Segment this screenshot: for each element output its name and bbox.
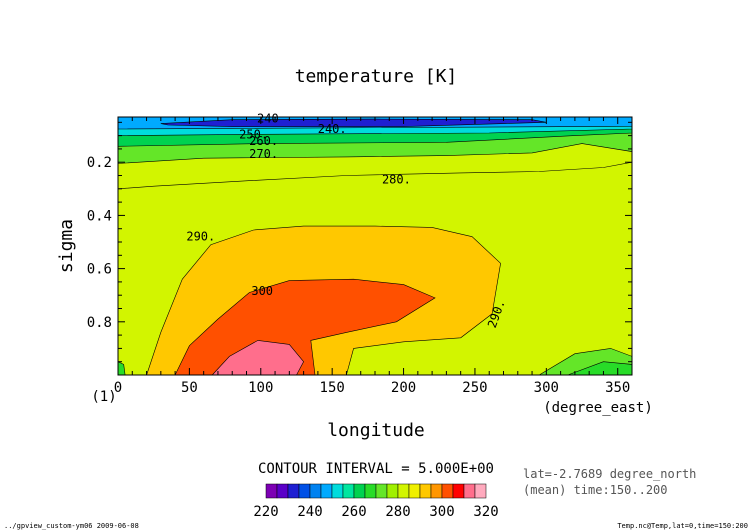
contour-regions: [117, 116, 633, 376]
footer-right: Temp.nc@Temp,lat=0,time=150:200: [617, 522, 748, 530]
colorbar-swatch: [276, 483, 289, 499]
colorbar-swatch: [331, 483, 344, 499]
colorbar-swatch: [353, 483, 366, 499]
colorbar-swatch: [474, 483, 487, 499]
info-latitude: lat=-2.7689 degree_north: [523, 467, 696, 481]
x-tick-label: 50: [181, 380, 198, 396]
colorbar-swatch: [320, 483, 333, 499]
y-tick-label: 0.8: [87, 315, 112, 331]
info-time-mean: (mean) time:150..200: [523, 483, 668, 497]
contour-label: 300: [251, 284, 273, 298]
y-axis-ticks: 0.2 0.4 0.6 0.8: [87, 121, 632, 376]
colorbar-swatch: [419, 483, 432, 499]
colorbar-swatch: [463, 483, 476, 499]
colorbar-swatch: [386, 483, 399, 499]
colorbar-swatch: [441, 483, 454, 499]
colorbar-swatch: [364, 483, 377, 499]
x-tick-label: 200: [391, 380, 416, 396]
colorbar-swatch: [375, 483, 388, 499]
x-tick-label: 100: [248, 380, 273, 396]
x-tick-label: 250: [462, 380, 487, 396]
colorbar-swatch: [265, 483, 278, 499]
colorbar-label: 220: [253, 504, 278, 520]
contour-label: 260.: [249, 134, 278, 148]
colorbar-swatch: [287, 483, 300, 499]
colorbar-swatch: [298, 483, 311, 499]
x-axis-label: longitude: [327, 420, 425, 441]
colorbar-label: 300: [429, 504, 454, 520]
contour-label: 240.: [318, 122, 347, 136]
footer-left: ../gpview_custom-ym06 2009-06-08: [4, 522, 139, 530]
chart-title: temperature [K]: [295, 66, 458, 87]
colorbar-swatch: [452, 483, 465, 499]
contour-label: 270.: [249, 147, 278, 161]
colorbar-label: 320: [473, 504, 498, 520]
colorbar-swatch: [397, 483, 410, 499]
x-axis-ticks: 0 50 100 150 200 250 300 350: [114, 117, 633, 396]
x-tick-label: 350: [605, 380, 630, 396]
colorbar-swatch: [342, 483, 355, 499]
x-axis-units: (degree_east): [543, 400, 653, 416]
y-tick-label: 0.6: [87, 262, 112, 278]
colorbar: [265, 483, 487, 499]
colorbar-swatch: [408, 483, 421, 499]
colorbar-label: 260: [341, 504, 366, 520]
x-tick-label: 150: [320, 380, 345, 396]
x-tick-label: 300: [534, 380, 559, 396]
contour-label: 250.: [239, 127, 268, 141]
x-tick-label: 0: [114, 380, 122, 396]
colorbar-swatch: [309, 483, 322, 499]
colorbar-swatch: [430, 483, 443, 499]
y-tick-label: 0.2: [87, 155, 112, 171]
y-axis-label: sigma: [56, 219, 77, 273]
contour-interval-text: CONTOUR INTERVAL = 5.000E+00: [258, 461, 494, 477]
contour-label: 280.: [382, 173, 411, 187]
contour-label: 290.: [186, 230, 215, 244]
colorbar-label: 240: [297, 504, 322, 520]
contour-label: 240: [257, 111, 279, 125]
colorbar-labels: 220 240 260 280 300 320: [253, 504, 498, 520]
frame-number: (1): [91, 389, 116, 405]
colorbar-label: 280: [385, 504, 410, 520]
y-tick-label: 0.4: [87, 208, 112, 224]
